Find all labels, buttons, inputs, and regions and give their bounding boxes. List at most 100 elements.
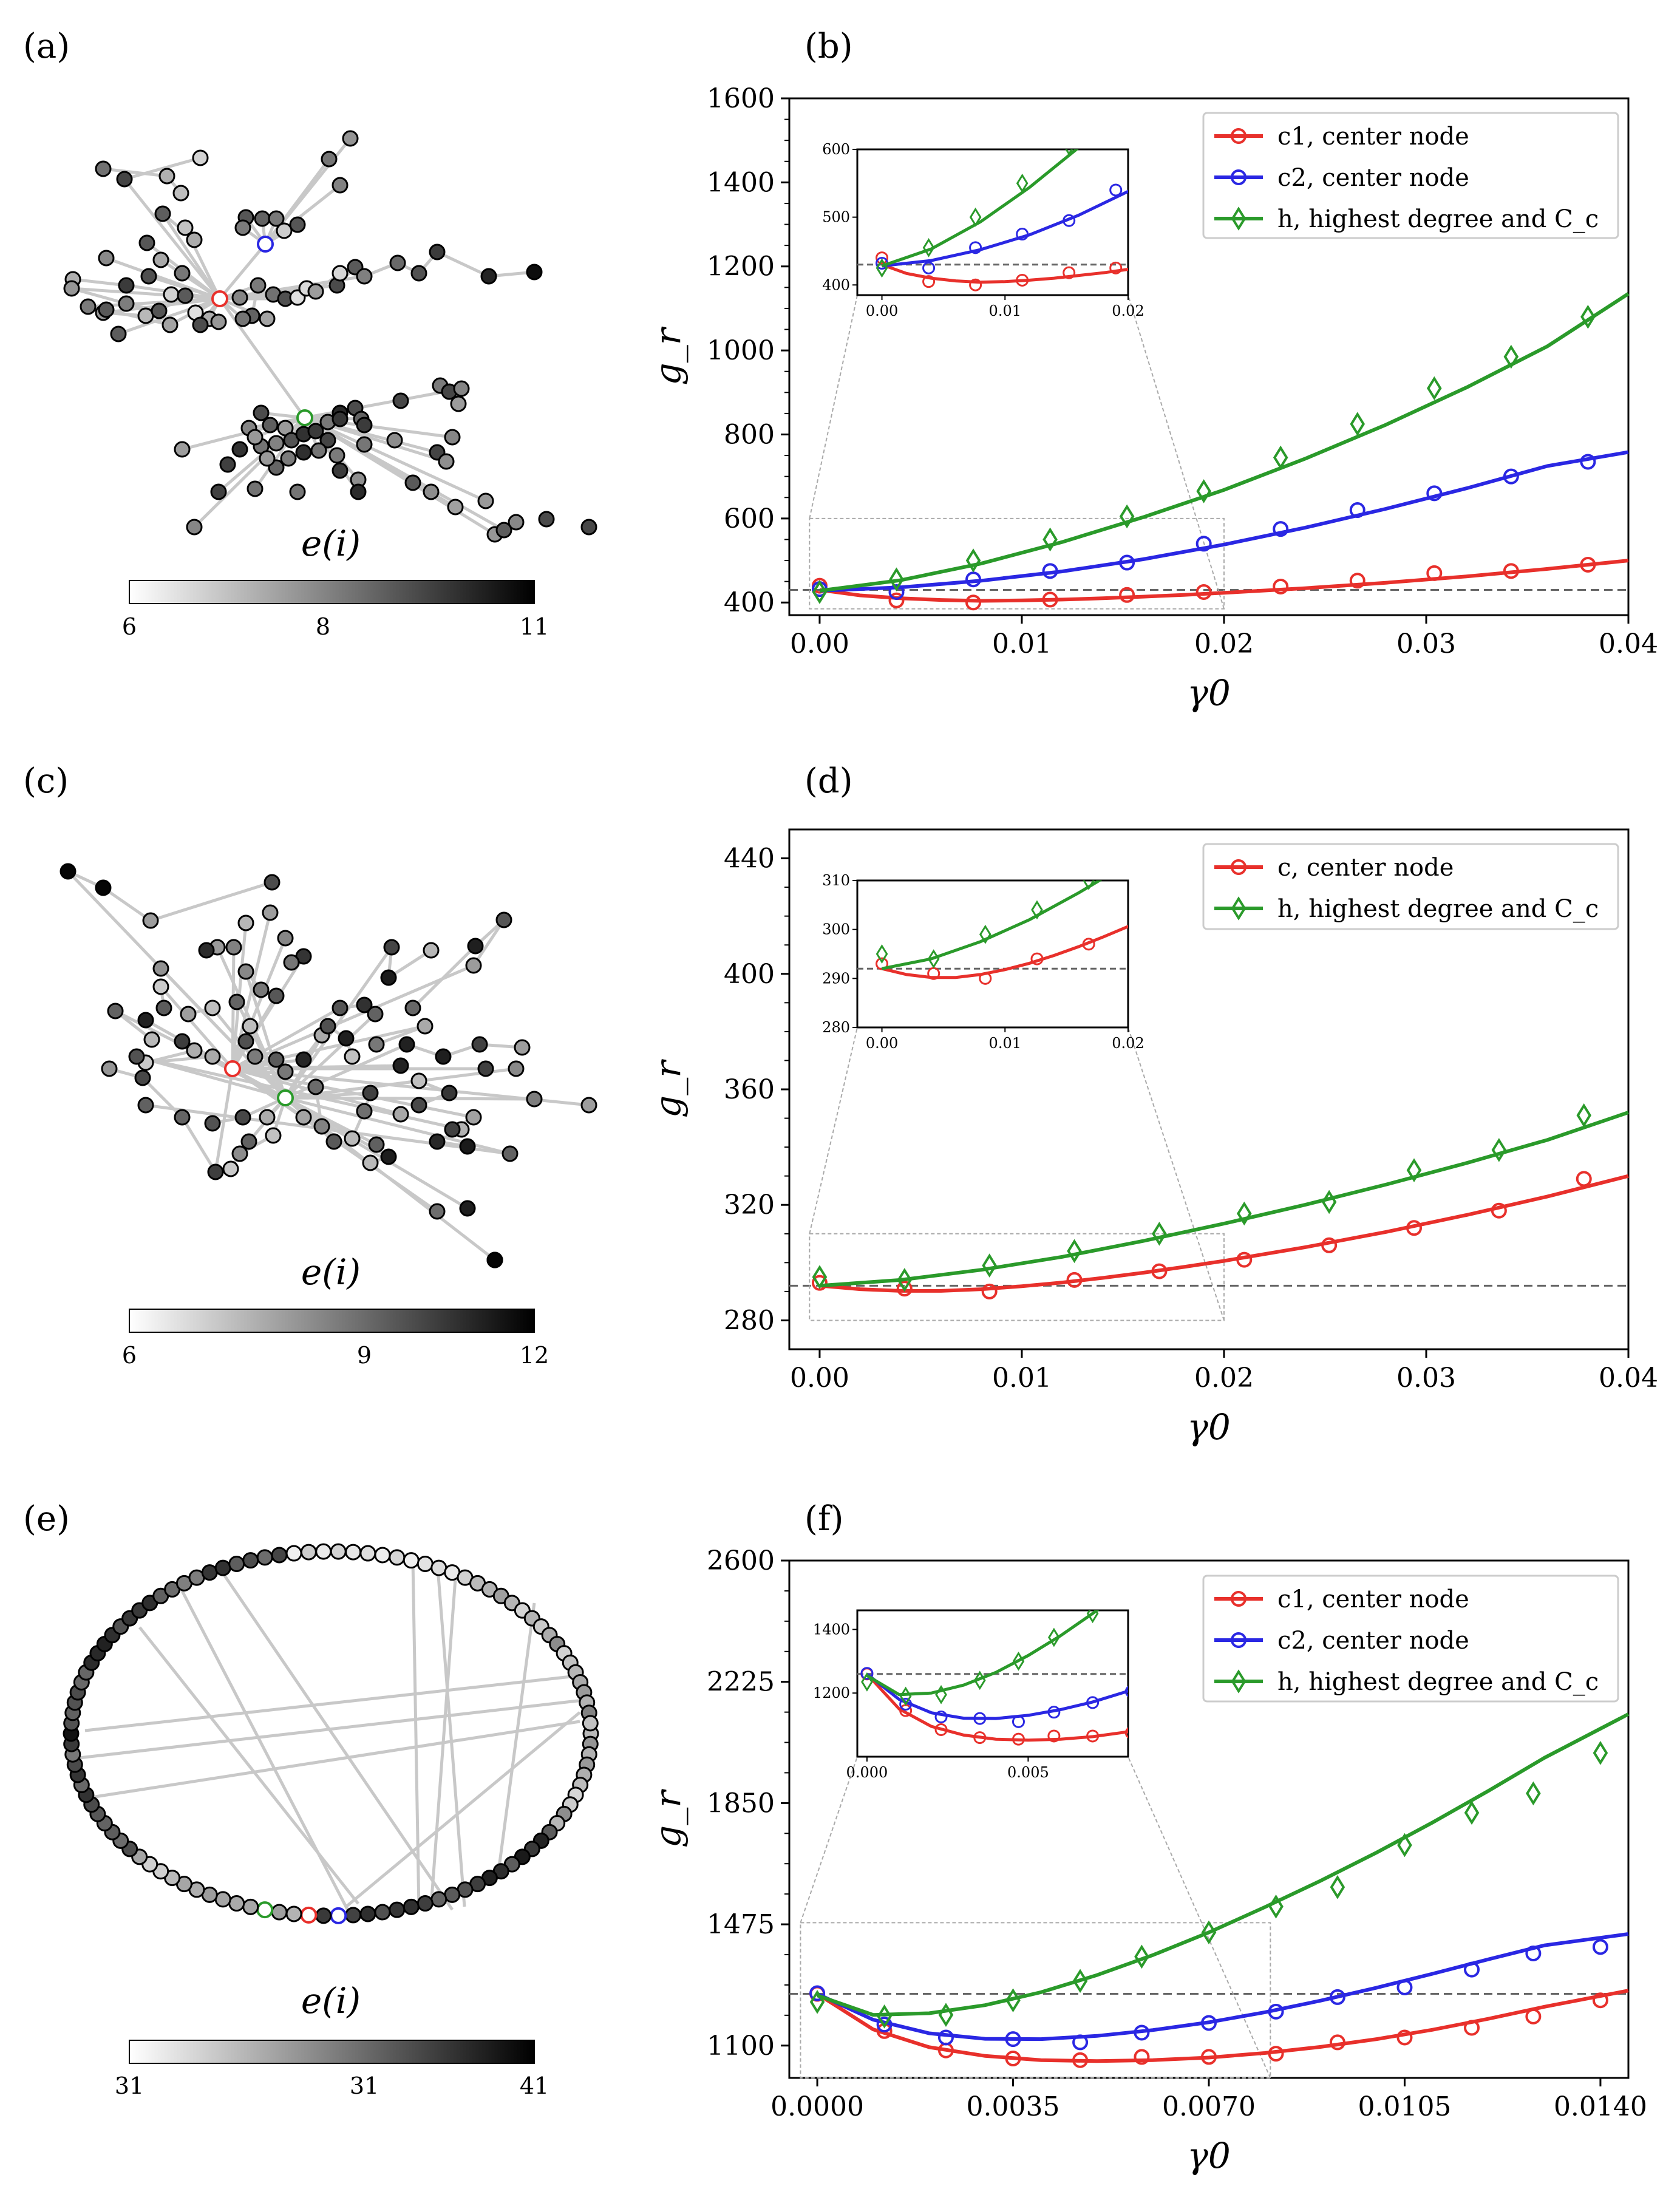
network-node xyxy=(118,277,135,294)
network-edge xyxy=(304,416,487,503)
series-blue-marker xyxy=(1464,1961,1480,1978)
network-node xyxy=(155,999,172,1016)
colorbar-c: 6 9 12 xyxy=(122,1309,549,1369)
network-node xyxy=(319,432,336,449)
inset-series xyxy=(857,1469,1284,1746)
network-node xyxy=(417,1018,434,1035)
ring-node xyxy=(201,1564,218,1581)
zoom-box xyxy=(800,1922,1271,2079)
ring-node xyxy=(403,1898,420,1915)
inset-plot: 0.000 0.005 1200 1400 xyxy=(813,1469,1284,1781)
network-node xyxy=(116,171,133,188)
inset-red-marker xyxy=(969,278,982,291)
x-tick-label: 0.0000 xyxy=(770,2091,864,2122)
network-node xyxy=(328,447,345,464)
network-node xyxy=(362,1154,379,1171)
network-edge xyxy=(387,948,432,979)
network-node xyxy=(580,519,597,536)
network-node xyxy=(186,1042,203,1059)
network-node xyxy=(477,1060,494,1077)
network-node xyxy=(225,939,242,956)
series-green-marker xyxy=(1072,1969,1088,1994)
network-node xyxy=(204,1048,221,1065)
network-node xyxy=(192,149,209,166)
network-node xyxy=(480,268,497,285)
network-node xyxy=(219,456,236,473)
legend-green-label: h, highest degree and C_c xyxy=(1277,895,1599,923)
network-node xyxy=(459,1200,476,1217)
network-edge xyxy=(72,278,127,287)
series-red-marker xyxy=(1236,1251,1253,1268)
network-node xyxy=(265,1127,282,1144)
series-red-marker xyxy=(1201,2049,1217,2065)
network-node xyxy=(268,210,285,227)
series-red-curve xyxy=(819,559,1629,603)
ring-node xyxy=(271,1547,288,1564)
network-node xyxy=(441,1084,458,1102)
inset-x-tick-label: 0.005 xyxy=(1007,1764,1049,1781)
series-blue-marker xyxy=(1134,2024,1150,2041)
series-green-marker xyxy=(1406,1158,1422,1182)
green-highlight-node xyxy=(256,1901,274,1919)
network-edge xyxy=(472,919,506,967)
inset-green-marker xyxy=(1205,0,1214,5)
network-node xyxy=(253,404,270,421)
network-edge xyxy=(180,1116,217,1173)
ring-node xyxy=(345,1907,362,1924)
series-green-curve xyxy=(819,292,1630,593)
inset-y-tick-label: 290 xyxy=(822,970,850,987)
network-edge xyxy=(118,297,220,336)
inset-blue-marker xyxy=(1047,1706,1061,1719)
legend-red-label: c1, center node xyxy=(1277,123,1469,151)
network-node xyxy=(237,1033,254,1050)
inset-green-marker xyxy=(1239,765,1249,781)
series-green-marker xyxy=(1152,1221,1167,1246)
series-green-marker xyxy=(1427,376,1442,401)
inset-red-marker xyxy=(1109,261,1123,274)
network-node xyxy=(398,1036,415,1053)
series-green-curve xyxy=(819,1111,1629,1288)
network-node xyxy=(142,912,159,929)
network-node xyxy=(429,1203,446,1220)
network-node xyxy=(362,1084,379,1102)
series-green-marker xyxy=(877,2004,892,2029)
inset-green-marker xyxy=(1200,1520,1210,1536)
network-edge xyxy=(106,256,220,301)
network-node xyxy=(356,417,373,434)
ring-edge xyxy=(138,1626,359,1905)
series-red-marker xyxy=(1151,1263,1168,1279)
series-green-marker xyxy=(1580,304,1596,329)
series-red-marker xyxy=(1329,2034,1345,2051)
series-green-marker xyxy=(1576,1103,1592,1128)
network-node xyxy=(538,511,555,528)
inset-green-marker xyxy=(1274,1469,1284,1485)
ring-node xyxy=(430,1891,447,1908)
network-node xyxy=(486,1251,503,1268)
network-node xyxy=(152,251,169,268)
series-blue-marker xyxy=(1525,1945,1542,1961)
series-green-marker xyxy=(1350,412,1365,436)
network-node xyxy=(410,1072,427,1089)
network-node xyxy=(259,310,276,327)
inset-x-tick-label: 0.000 xyxy=(846,1764,888,1781)
network-edge xyxy=(123,178,221,300)
inset-green-marker xyxy=(973,1670,986,1691)
green-highlight-node xyxy=(296,409,313,426)
network-edge xyxy=(218,298,307,419)
series-red-marker xyxy=(1321,1237,1338,1253)
network-node xyxy=(254,210,271,227)
series-red-marker xyxy=(1042,591,1058,608)
series-green-marker xyxy=(1268,1894,1284,1919)
y-tick-label: 1600 xyxy=(707,83,775,114)
inset-x-tick-label: 0.00 xyxy=(866,302,898,319)
y-tick-label: 1475 xyxy=(707,1909,775,1940)
ring-node xyxy=(271,1904,288,1921)
y-axis-label: g_r xyxy=(647,326,689,385)
network-node xyxy=(128,1048,145,1065)
series-green-marker xyxy=(1005,1988,1021,2012)
legend-red-marker xyxy=(1231,1591,1246,1607)
inset-blue-marker xyxy=(1344,52,1355,63)
network-node xyxy=(392,1057,409,1074)
series-green-marker xyxy=(1593,1741,1608,1765)
series-blue-marker xyxy=(965,571,982,588)
